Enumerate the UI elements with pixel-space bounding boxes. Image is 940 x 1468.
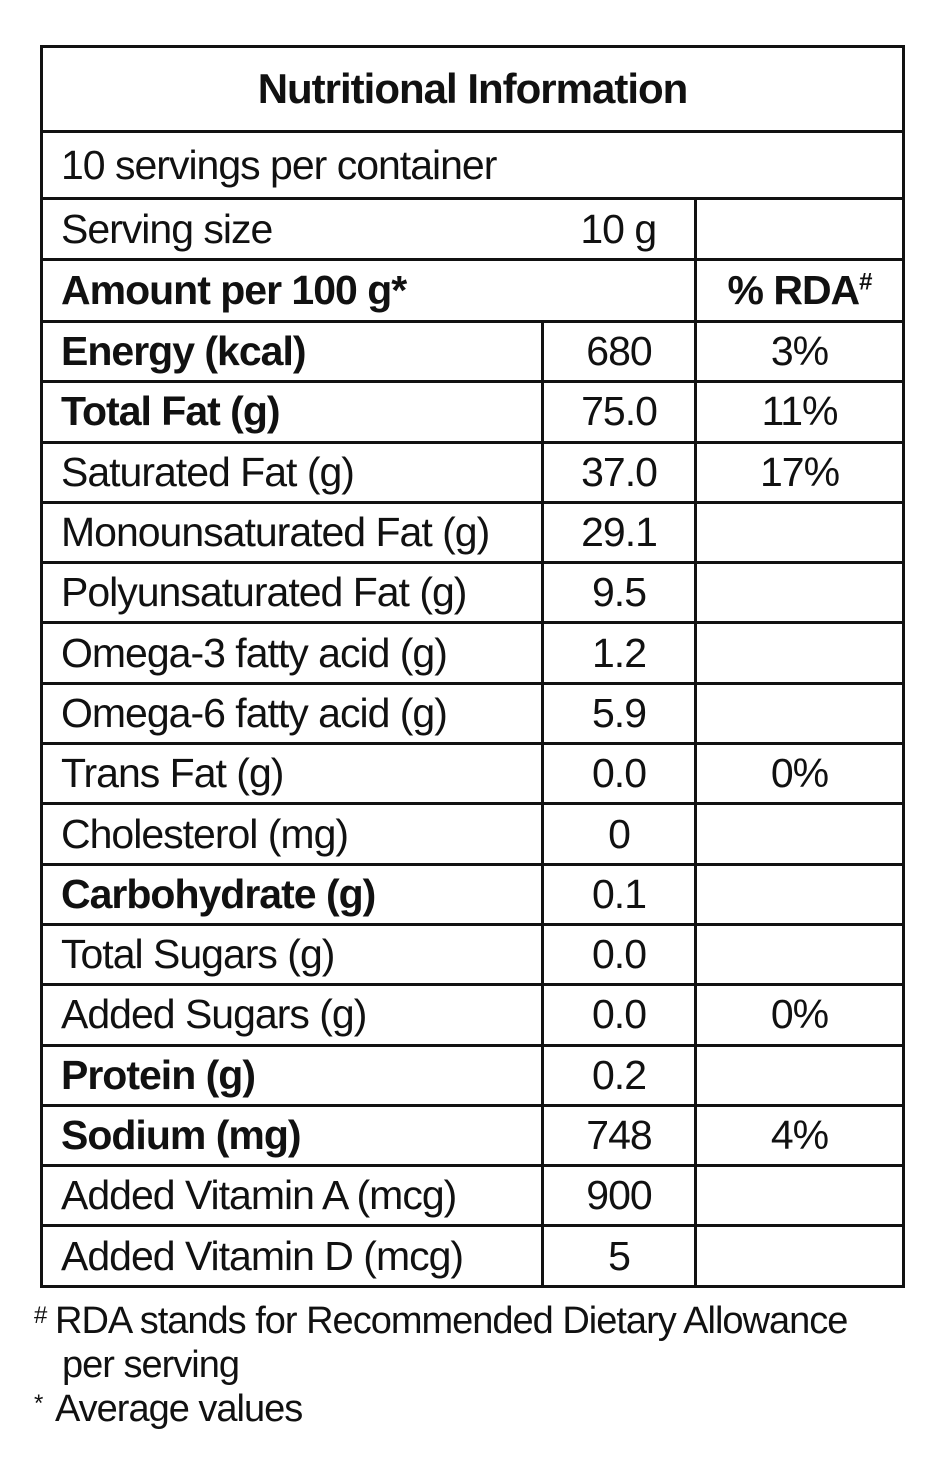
nutrient-amount: 9.5 [541,561,697,625]
servings: 10 servings per container [39,130,906,200]
nutrient-row: Protein (g) 0.2 [40,1043,906,1107]
rda-mark: # [859,268,872,296]
nutrient-name: Trans Fat (g) [40,742,544,806]
nutrient-name: Total Fat (g) [40,380,544,444]
nutrient-amount: 748 [541,1103,697,1168]
nutrient-name: Monounsaturated Fat (g) [40,500,544,565]
empty-cell [693,561,906,625]
empty-cell [693,802,906,866]
nutrient-amount: 1.2 [541,621,697,685]
nutrient-rda: 4% [693,1103,906,1168]
empty-cell [693,1224,906,1288]
nutrient-row: Saturated Fat (g) 37.0 17% [40,440,906,504]
rda-header: % RDA# [693,258,906,323]
footnote-mark: # [34,1302,48,1329]
nutrient-amount: 0.2 [541,1043,697,1107]
nutrient-name: Cholesterol (mg) [40,802,544,866]
footnote-mark: * [34,1390,44,1417]
nutrient-name: Energy (kcal) [40,319,544,384]
footnote-text: per serving [62,1344,240,1386]
serving-size-label: Serving size [40,197,543,261]
rda-label: % RDA [727,267,860,313]
nutrient-row: Added Sugars (g) 0.0 0% [40,983,906,1047]
nutrient-amount: 0.0 [541,922,697,987]
empty-cell [693,500,906,565]
nutrient-amount: 0.1 [541,862,697,926]
nutrient-amount: 900 [541,1164,697,1228]
nutrient-rda: 0% [693,742,906,806]
empty-cell [693,197,906,261]
nutrient-amount: 680 [541,319,697,384]
nutrient-name: Protein (g) [40,1043,544,1107]
nutrition-table: Nutritional Information 10 servings per … [39,45,906,1288]
empty-cell [693,1043,906,1107]
nutrient-row: Omega-6 fatty acid (g) 5.9 [40,681,906,746]
table-title: Nutritional Information [39,45,906,133]
nutrient-name: Total Sugars (g) [40,922,544,987]
nutrient-amount: 0.0 [541,983,697,1047]
nutrient-amount: 0.0 [541,742,697,806]
nutrient-amount: 5.9 [541,681,697,746]
empty-cell [693,862,906,926]
empty-cell [693,681,906,746]
nutrient-amount: 29.1 [541,500,697,565]
footnote-text: RDA stands for Recommended Dietary Allow… [55,1300,848,1342]
amount-header: Amount per 100 g* [40,258,697,323]
serving-size-value: 10 g [542,197,697,261]
footnote-text: Average values [55,1388,303,1430]
empty-cell [693,922,906,987]
nutrient-name: Omega-6 fatty acid (g) [40,681,544,746]
nutrient-rda: 11% [693,380,906,444]
nutrient-name: Added Sugars (g) [40,983,544,1047]
nutrient-name: Saturated Fat (g) [40,440,544,504]
nutrient-amount: 37.0 [541,440,697,504]
nutrient-row: Omega-3 fatty acid (g) 1.2 [40,621,906,685]
nutrient-row: Monounsaturated Fat (g) 29.1 [40,500,906,565]
nutrient-name: Added Vitamin D (mcg) [40,1224,544,1288]
nutrient-name: Polyunsaturated Fat (g) [40,561,544,625]
nutrient-row: Cholesterol (mg) 0 [40,802,906,866]
nutrient-row: Energy (kcal) 680 3% [40,319,906,384]
nutrient-row: Polyunsaturated Fat (g) 9.5 [40,561,906,625]
nutrient-name: Omega-3 fatty acid (g) [40,621,544,685]
empty-cell [693,621,906,685]
nutrient-row: Added Vitamin A (mcg) 900 [40,1164,906,1228]
empty-cell [693,1164,906,1228]
nutrient-rda: 0% [693,983,906,1047]
nutrient-name: Sodium (mg) [40,1103,544,1168]
nutrient-row: Added Vitamin D (mcg) 5 [40,1224,906,1288]
nutrient-name: Carbohydrate (g) [40,862,544,926]
nutrient-row: Carbohydrate (g) 0.1 [40,862,906,926]
nutrient-amount: 5 [541,1224,697,1288]
nutrient-row: Total Sugars (g) 0.0 [40,922,906,987]
nutrient-amount: 0 [541,802,697,866]
nutrient-rda: 17% [693,440,906,504]
nutrient-row: Sodium (mg) 748 4% [40,1103,906,1168]
nutrient-rda: 3% [693,319,906,384]
nutrient-amount: 75.0 [541,380,697,444]
nutrient-name: Added Vitamin A (mcg) [40,1164,544,1228]
nutrient-row: Trans Fat (g) 0.0 0% [40,742,906,806]
nutrient-row: Total Fat (g) 75.0 11% [40,380,906,444]
